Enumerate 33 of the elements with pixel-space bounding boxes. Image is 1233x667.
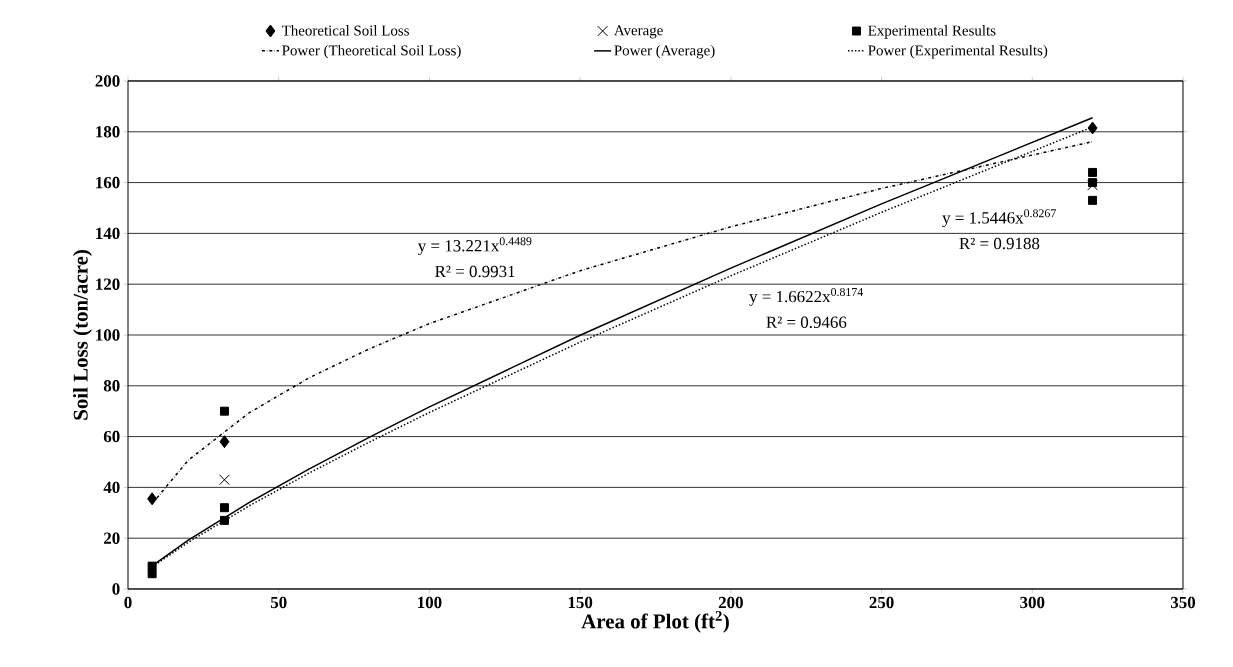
x-tick-label: 300 xyxy=(1020,596,1045,609)
x-tick-label: 350 xyxy=(1170,596,1196,609)
y-tick-label: 20 xyxy=(104,532,120,544)
x-tick-label: 250 xyxy=(869,596,894,609)
legend-label: Average xyxy=(613,25,663,39)
x-tick-label: 50 xyxy=(270,596,287,609)
annotation: y = 1.6622x$^{0.8174}$ xyxy=(749,287,863,306)
legend-label: Power (Theoretical Soil Loss) xyxy=(282,44,461,59)
y-tick-label: 60 xyxy=(103,430,120,443)
y-tick-label: 0 xyxy=(112,583,120,595)
legend-label: Experimental Results xyxy=(868,25,996,39)
x-tick-label: 0 xyxy=(124,596,132,609)
x-tick-label: 150 xyxy=(568,596,593,609)
x-tick-label: 100 xyxy=(418,596,442,609)
y-tick-label: 120 xyxy=(96,278,120,290)
legend-label: Theoretical Soil Loss xyxy=(281,25,409,36)
y-tick-label: 40 xyxy=(103,481,120,494)
annotation: y = 1.5446x$^{0.8267}$ xyxy=(942,209,1056,228)
annotation: R² = 0.9931 xyxy=(435,265,515,278)
legend-label: Power (Experimental Results) xyxy=(868,44,1048,59)
y-tick-label: 180 xyxy=(96,126,120,138)
annotation: y = 13.221x$^{0.4489}$ xyxy=(417,237,532,255)
annotation: R² = 0.9466 xyxy=(766,316,847,329)
y-tick-label: 100 xyxy=(96,329,120,341)
y-tick-label: 80 xyxy=(103,380,120,392)
y-tick-label: 160 xyxy=(96,176,120,189)
x-tick-label: 200 xyxy=(718,596,743,609)
y-tick-label: 200 xyxy=(95,75,120,87)
y-tick-label: 140 xyxy=(96,227,120,240)
legend-label: Power (Average) xyxy=(614,44,715,59)
annotation: R² = 0.9188 xyxy=(959,237,1040,250)
x-axis-title: Area of Plot (ft$^{2}$) xyxy=(581,611,729,633)
y-axis-title: Soil Loss (ton/acre) xyxy=(73,250,92,420)
